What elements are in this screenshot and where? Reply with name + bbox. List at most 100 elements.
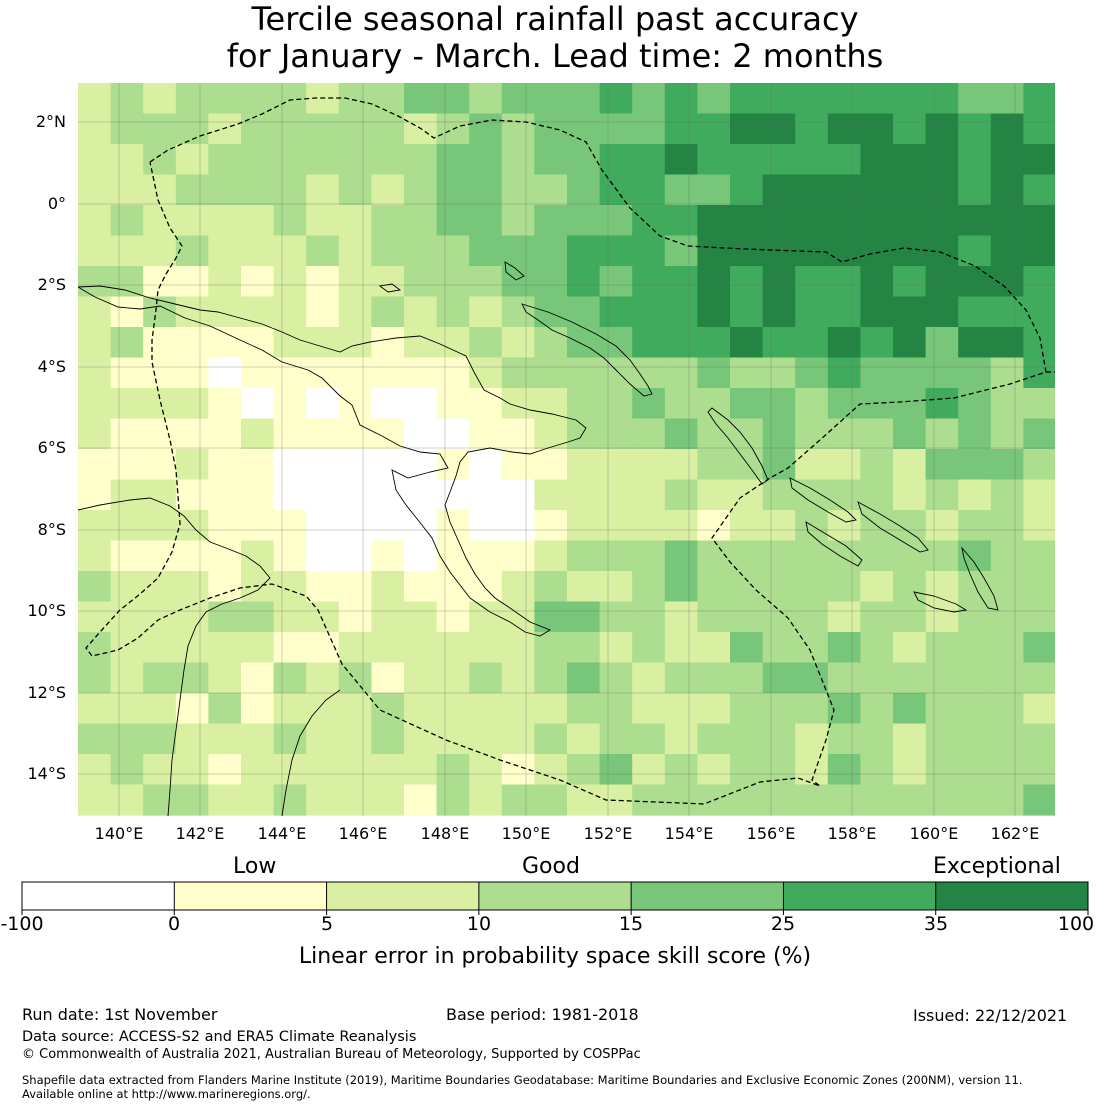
skill-cell xyxy=(273,449,307,481)
skill-cell xyxy=(827,174,861,206)
skill-cell xyxy=(599,479,633,511)
skill-cell xyxy=(534,601,568,633)
skill-cell xyxy=(925,235,959,267)
skill-cell xyxy=(762,266,796,298)
skill-cell xyxy=(795,784,829,816)
skill-cell xyxy=(371,601,405,633)
skill-cell xyxy=(958,266,992,298)
skill-cell xyxy=(208,83,242,115)
skill-cell xyxy=(436,784,470,816)
skill-cell xyxy=(110,754,144,786)
skill-cell xyxy=(208,327,242,359)
lon-label-150e: 150°E xyxy=(501,824,551,843)
skill-cell xyxy=(730,571,764,603)
skill-cell xyxy=(208,174,242,206)
skill-cell xyxy=(306,357,340,389)
skill-cell xyxy=(110,601,144,633)
skill-cell xyxy=(925,723,959,755)
skill-cell xyxy=(795,144,829,176)
skill-cell xyxy=(730,418,764,450)
skill-cell xyxy=(893,601,927,633)
admiralty-islands xyxy=(378,283,402,293)
skill-cell xyxy=(371,784,405,816)
skill-cell xyxy=(567,601,601,633)
map-title-line-2: for January - March. Lead time: 2 months xyxy=(226,37,884,75)
skill-cell xyxy=(208,205,242,237)
skill-cell xyxy=(371,662,405,694)
skill-cell xyxy=(469,510,503,542)
skill-cell xyxy=(827,449,861,481)
skill-cell xyxy=(110,205,144,237)
skill-cell xyxy=(404,388,438,420)
colorbar-segment xyxy=(631,882,784,910)
skill-cell xyxy=(110,235,144,267)
skill-cell xyxy=(664,144,698,176)
solomon-islands-1 xyxy=(789,477,857,523)
skill-cell xyxy=(78,723,112,755)
skill-cell xyxy=(78,388,112,420)
skill-cell xyxy=(78,174,112,206)
skill-cell xyxy=(241,418,275,450)
colorbar-tick-label: 35 xyxy=(923,913,949,935)
skill-cell xyxy=(78,113,112,145)
skill-cell xyxy=(306,784,340,816)
skill-cell xyxy=(860,235,894,267)
skill-cell xyxy=(730,601,764,633)
skill-cell xyxy=(404,83,438,115)
skill-cell xyxy=(1023,540,1055,572)
skill-cell xyxy=(469,266,503,298)
skill-cell xyxy=(893,662,927,694)
skill-cell xyxy=(436,418,470,450)
skill-cell xyxy=(664,723,698,755)
skill-cell xyxy=(827,296,861,328)
skill-cell xyxy=(469,235,503,267)
skill-cell xyxy=(632,205,666,237)
skill-cell xyxy=(893,449,927,481)
skill-cell xyxy=(143,662,177,694)
skill-cell xyxy=(338,784,372,816)
skill-cell xyxy=(632,723,666,755)
skill-cell xyxy=(860,327,894,359)
skill-cell xyxy=(534,388,568,420)
skill-cell xyxy=(827,418,861,450)
skill-cell xyxy=(990,449,1024,481)
skill-cell xyxy=(1023,571,1055,603)
skill-cell xyxy=(795,449,829,481)
skill-cell xyxy=(175,449,209,481)
skill-cell xyxy=(795,479,829,511)
skill-cell xyxy=(436,754,470,786)
skill-cell xyxy=(925,205,959,237)
colorbar-segment xyxy=(478,882,632,910)
skill-cell xyxy=(143,449,177,481)
skill-cell xyxy=(795,418,829,450)
skill-cell xyxy=(469,601,503,633)
skill-cell xyxy=(632,266,666,298)
skill-cell xyxy=(893,418,927,450)
lat-label-4s: 4°S xyxy=(37,357,66,376)
skill-cell xyxy=(338,632,372,664)
skill-cell xyxy=(273,174,307,206)
skill-cell xyxy=(632,754,666,786)
skill-cell xyxy=(143,357,177,389)
skill-cell xyxy=(958,693,992,725)
skill-cell xyxy=(697,632,731,664)
skill-cell xyxy=(501,632,535,664)
skill-cell xyxy=(762,418,796,450)
skill-cell xyxy=(567,235,601,267)
skill-cell xyxy=(664,296,698,328)
skill-cell xyxy=(925,540,959,572)
skill-cell xyxy=(371,327,405,359)
colorbar-tick-marks xyxy=(21,882,1089,915)
skill-cell xyxy=(306,510,340,542)
skill-cell xyxy=(534,205,568,237)
skill-cell xyxy=(893,571,927,603)
skill-cell xyxy=(893,510,927,542)
skill-cell xyxy=(241,723,275,755)
skill-cell xyxy=(1023,601,1055,633)
skill-cell xyxy=(404,174,438,206)
skill-cell xyxy=(860,266,894,298)
coastlines xyxy=(78,261,999,816)
skill-cell xyxy=(925,632,959,664)
skill-cell xyxy=(958,144,992,176)
skill-cell xyxy=(697,235,731,267)
